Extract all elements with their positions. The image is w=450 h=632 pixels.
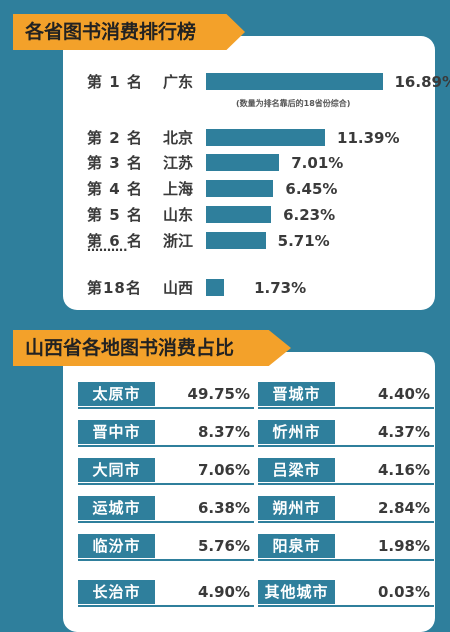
city-value: 4.16% — [378, 458, 430, 482]
rank-label: 第 2 名 — [87, 126, 143, 150]
row-underline — [258, 483, 434, 485]
row-underline — [258, 521, 434, 523]
bar-山西 — [206, 279, 224, 296]
city-name: 阳泉市 — [258, 534, 335, 558]
bar-山东 — [206, 206, 271, 223]
city-row: 忻州市 4.37% — [258, 420, 434, 444]
city-row: 阳泉市 1.98% — [258, 534, 434, 558]
value-label: 6.45% — [285, 177, 337, 201]
city-value: 7.06% — [198, 458, 250, 482]
province-label: 山西 — [163, 276, 193, 300]
bar-江苏 — [206, 154, 279, 171]
rank-row: 第 6 名浙江 5.71% — [63, 229, 435, 253]
row-underline — [258, 605, 434, 607]
rank-label: 第 4 名 — [87, 177, 143, 201]
city-value: 4.37% — [378, 420, 430, 444]
rank-row: 第 5 名山东 6.23% — [63, 203, 435, 227]
city-value: 4.90% — [198, 580, 250, 604]
city-name: 吕梁市 — [258, 458, 335, 482]
ranking-title: 各省图书消费排行榜 — [25, 21, 196, 43]
city-row: 朔州市 2.84% — [258, 496, 434, 520]
row-underline — [258, 445, 434, 447]
province-label: 浙江 — [163, 229, 193, 253]
bar-上海 — [206, 180, 273, 197]
city-value: 6.38% — [198, 496, 250, 520]
city-name: 太原市 — [78, 382, 155, 406]
city-table-panel: 太原市 49.75% 晋城市 4.40% 晋中市 8.37% 忻州市 4.37% 大同市 7.06… — [63, 352, 435, 632]
city-row: 大同市 7.06% — [78, 458, 254, 482]
city-row: 晋城市 4.40% — [258, 382, 434, 406]
city-name: 大同市 — [78, 458, 155, 482]
city-row: 其他城市 0.03% — [258, 580, 434, 604]
city-row: 太原市 49.75% — [78, 382, 254, 406]
ranking-note: (数量为排名靠后的18省份综合) — [236, 98, 350, 109]
city-row: 临汾市 5.76% — [78, 534, 254, 558]
rank-row: 第 3 名江苏 7.01% — [63, 151, 435, 175]
city-row: 运城市 6.38% — [78, 496, 254, 520]
province-label: 北京 — [163, 126, 193, 150]
rank-row: 第18名山西 1.73% — [63, 276, 435, 300]
province-label: 上海 — [163, 177, 193, 201]
city-value: 8.37% — [198, 420, 250, 444]
city-name: 晋城市 — [258, 382, 335, 406]
city-value: 5.76% — [198, 534, 250, 558]
value-label: 1.73% — [254, 276, 306, 300]
city-value: 49.75% — [188, 382, 250, 406]
row-underline — [258, 407, 434, 409]
row-underline — [78, 521, 254, 523]
city-name: 长治市 — [78, 580, 155, 604]
rank-label: 第 6 名 — [87, 229, 143, 253]
row-underline — [78, 559, 254, 561]
city-value: 4.40% — [378, 382, 430, 406]
row-underline — [258, 559, 434, 561]
value-label: 7.01% — [291, 151, 343, 175]
row-underline — [78, 483, 254, 485]
city-name: 临汾市 — [78, 534, 155, 558]
value-label: 6.23% — [283, 203, 335, 227]
city-name: 运城市 — [78, 496, 155, 520]
city-value: 2.84% — [378, 496, 430, 520]
row-underline — [78, 407, 254, 409]
rank-label: 第 1 名 — [87, 70, 143, 94]
city-name: 其他城市 — [258, 580, 335, 604]
city-row: 晋中市 8.37% — [78, 420, 254, 444]
city-name: 晋中市 — [78, 420, 155, 444]
province-label: 江苏 — [163, 151, 193, 175]
rank-row: 第 4 名上海 6.45% — [63, 177, 435, 201]
rank-label: 第 3 名 — [87, 151, 143, 175]
value-label: 5.71% — [278, 229, 330, 253]
bar-北京 — [206, 129, 325, 146]
city-value: 0.03% — [378, 580, 430, 604]
city-row: 吕梁市 4.16% — [258, 458, 434, 482]
value-label: 11.39% — [337, 126, 399, 150]
city-value: 1.98% — [378, 534, 430, 558]
rank-label: 第18名 — [87, 276, 142, 300]
city-title-banner: 山西省各地图书消费占比 — [13, 330, 291, 366]
province-label: 广东 — [163, 70, 193, 94]
province-label: 山东 — [163, 203, 193, 227]
city-title: 山西省各地图书消费占比 — [25, 337, 234, 359]
row-underline — [78, 445, 254, 447]
city-name: 忻州市 — [258, 420, 335, 444]
bar-广东 — [206, 73, 383, 90]
rank-row: 第 2 名北京 11.39% — [63, 126, 435, 150]
value-label: 16.89% — [395, 70, 450, 94]
city-row: 长治市 4.90% — [78, 580, 254, 604]
bar-浙江 — [206, 232, 266, 249]
city-name: 朔州市 — [258, 496, 335, 520]
rank-label: 第 5 名 — [87, 203, 143, 227]
ranking-title-banner: 各省图书消费排行榜 — [13, 14, 245, 50]
row-underline — [78, 605, 254, 607]
